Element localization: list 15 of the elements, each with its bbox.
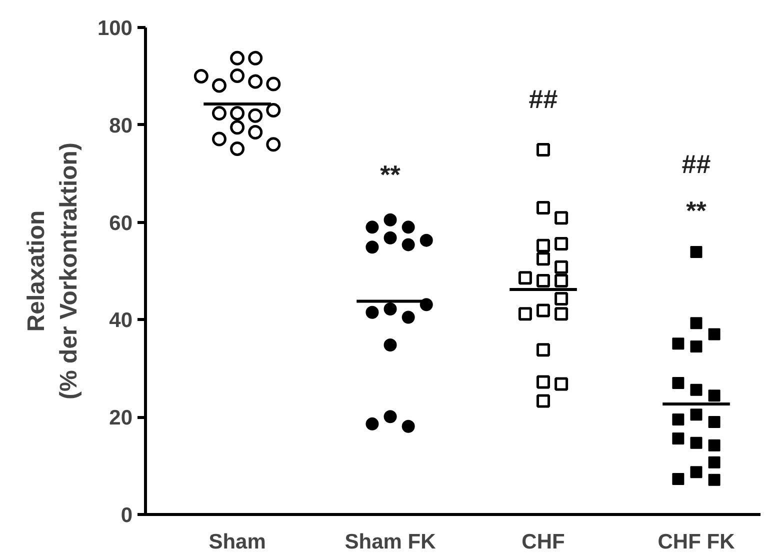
x-tick-label: Sham	[208, 530, 266, 554]
x-tick-label: CHF	[522, 530, 566, 554]
y-tick-label: 60	[109, 212, 132, 235]
annotation: **	[380, 160, 402, 190]
annotation: ##	[682, 148, 712, 179]
y-tick-label: 0	[120, 504, 133, 527]
x-tick-label: Sham FK	[344, 530, 436, 554]
y-tick-label: 100	[97, 17, 133, 40]
y-tick-label: 20	[109, 406, 132, 430]
annotation: **	[686, 196, 708, 226]
y-tick-label: 80	[109, 114, 132, 138]
y-tick-label: 40	[109, 309, 132, 332]
x-tick-label: CHF FK	[658, 530, 735, 554]
y-axis-title: Relaxation (% der Vorkontraktion)	[23, 142, 82, 400]
annotation: ##	[528, 84, 558, 114]
